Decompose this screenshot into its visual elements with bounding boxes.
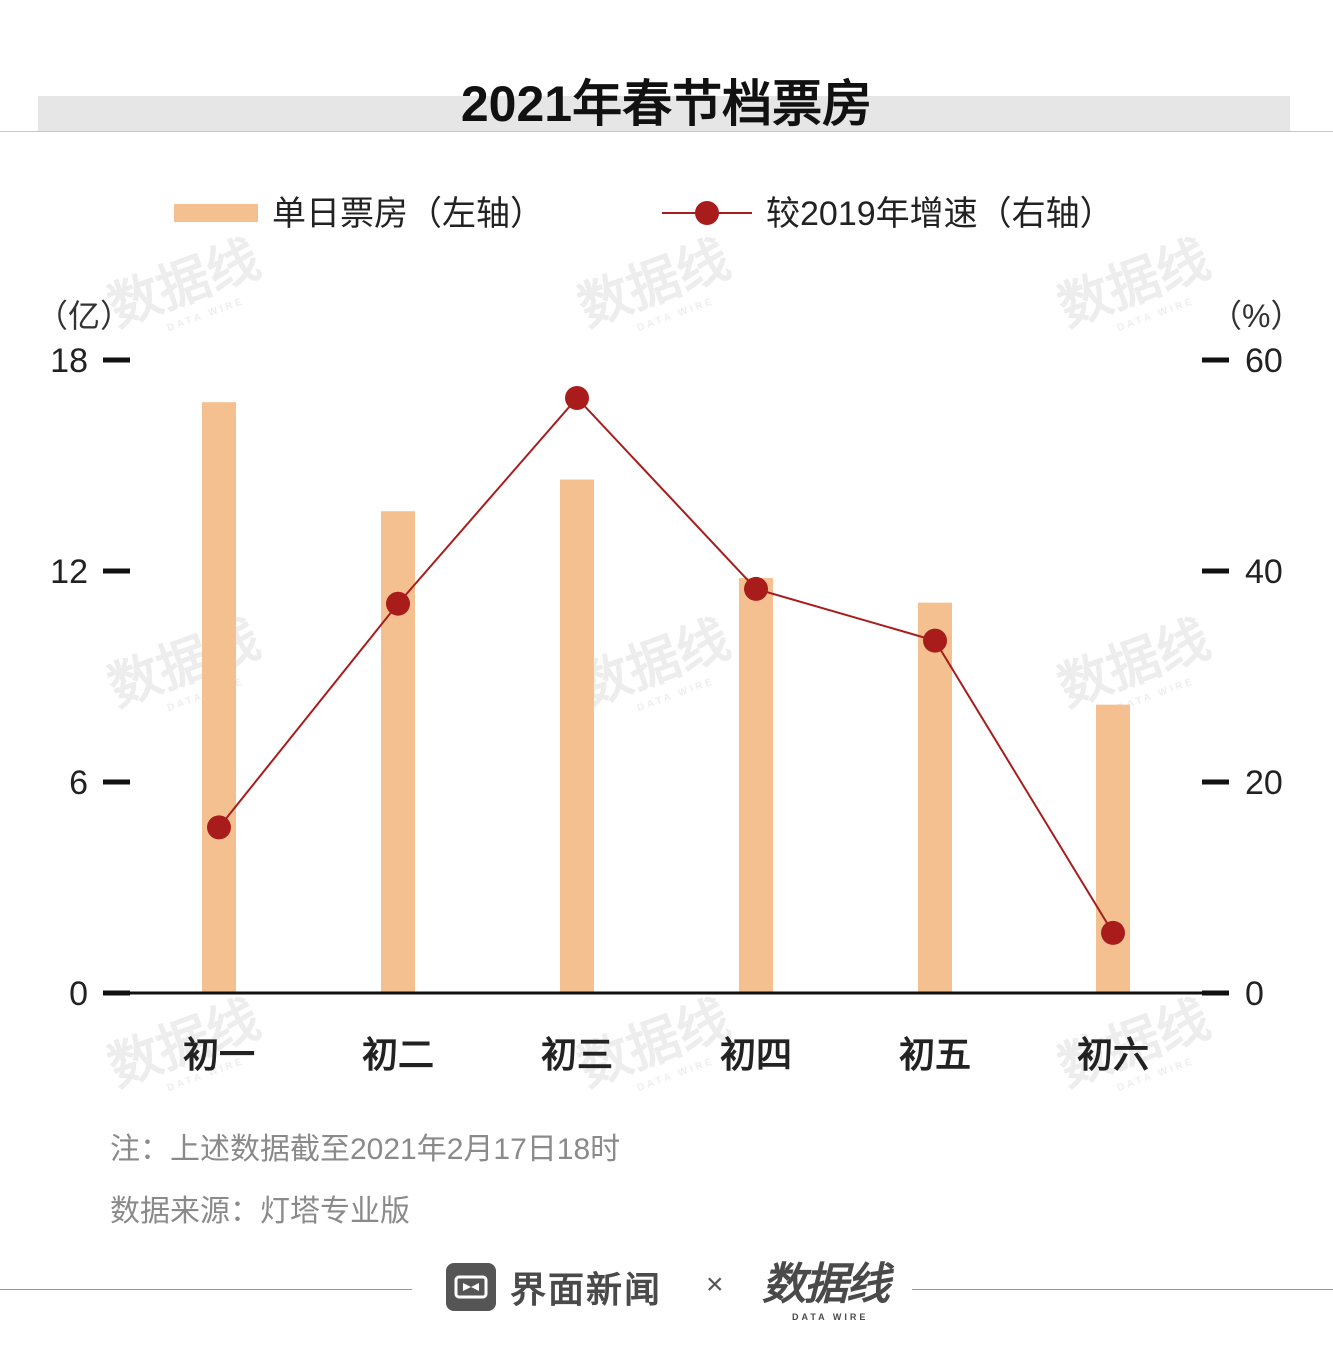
brand-name: 界面新闻	[510, 1269, 663, 1310]
title-band	[38, 96, 1290, 132]
jiemian-logo-icon	[446, 1263, 496, 1311]
title-rule	[0, 131, 1333, 132]
category-label-0: 初一	[183, 1034, 255, 1075]
left-tick-label-2: 12	[50, 553, 88, 591]
left-tick-label-3: 18	[50, 342, 88, 380]
legend-line-label: 较2019年增速（右轴）	[766, 195, 1114, 233]
brand2-name: 数据线	[762, 1260, 890, 1309]
growth-point-2	[565, 385, 589, 410]
growth-point-1	[386, 591, 410, 616]
brand2-sub: DATA WIRE	[792, 1312, 869, 1322]
right-tick-label-3: 60	[1245, 342, 1283, 380]
growth-point-0	[207, 815, 231, 840]
category-label-3: 初四	[720, 1034, 792, 1075]
category-label-1: 初二	[362, 1034, 434, 1075]
footer-line-left	[0, 1289, 412, 1290]
brand-datawire: 数据线 DATA WIRE	[762, 1248, 890, 1322]
bar-3	[739, 578, 773, 993]
bar-0	[202, 402, 236, 993]
right-tick-label-2: 40	[1245, 553, 1283, 591]
brand-separator: ×	[706, 1268, 724, 1301]
category-label-4: 初五	[899, 1034, 971, 1075]
footer-line-right	[912, 1289, 1333, 1290]
bar-1	[381, 511, 415, 993]
left-tick-label-0: 0	[69, 975, 88, 1013]
growth-point-4	[923, 628, 947, 653]
note-text: 注：上述数据截至2021年2月17日18时	[110, 1133, 621, 1166]
growth-point-3	[744, 576, 768, 601]
legend-bar-label: 单日票房（左轴）	[272, 195, 544, 233]
right-tick-label-0: 0	[1245, 975, 1264, 1013]
chart-title: 2021年春节档票房	[460, 76, 873, 132]
legend-bar-swatch	[174, 204, 258, 222]
legend-line-marker	[695, 201, 719, 225]
right-axis-unit: （%）	[1210, 298, 1302, 334]
left-axis-unit: （亿）	[36, 298, 132, 334]
right-tick-label-1: 20	[1245, 764, 1283, 802]
category-label-5: 初六	[1077, 1034, 1149, 1075]
growth-line	[218, 396, 1114, 934]
source-text: 数据来源：灯塔专业版	[110, 1195, 410, 1228]
category-label-2: 初三	[541, 1034, 613, 1075]
growth-point-5	[1101, 920, 1125, 945]
bar-4	[918, 602, 952, 993]
bar-5	[1096, 704, 1130, 993]
brand-jiemian: 界面新闻	[446, 1262, 662, 1312]
bar-2	[560, 479, 594, 994]
left-tick-label-1: 6	[69, 764, 88, 802]
